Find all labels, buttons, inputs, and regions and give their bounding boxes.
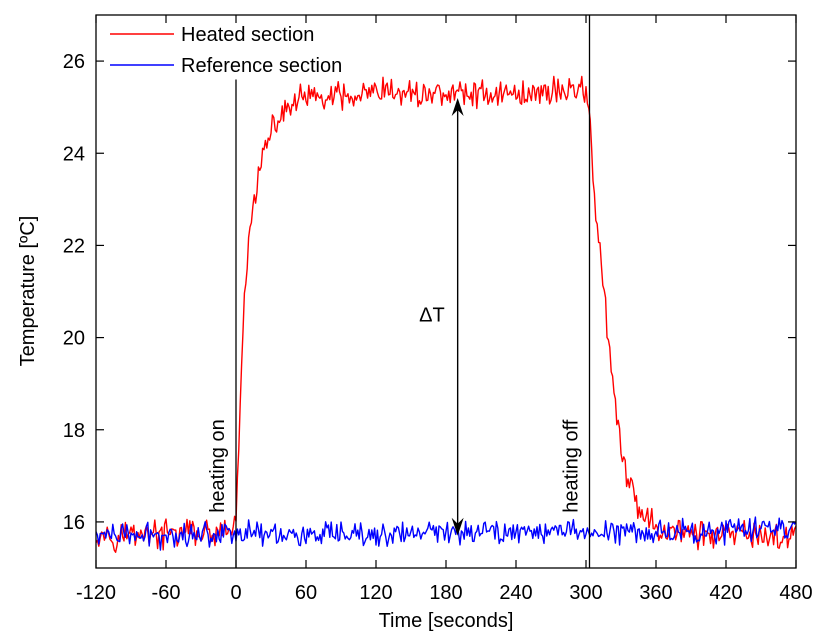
- x-tick-label: 180: [429, 582, 462, 604]
- x-tick-label: -60: [152, 582, 181, 604]
- y-tick-label: 26: [63, 51, 85, 73]
- x-tick-label: 240: [499, 582, 532, 604]
- legend-label-heated: Heated section: [181, 24, 314, 46]
- y-tick-label: 24: [63, 143, 85, 165]
- x-tick-label: 360: [639, 582, 672, 604]
- x-tick-label: 420: [709, 582, 742, 604]
- series-line-heated: [96, 75, 796, 553]
- delta-t-label: ΔT: [419, 305, 445, 327]
- delta-t-arrowhead-up: [451, 97, 464, 116]
- y-tick-label: 22: [63, 235, 85, 257]
- x-tick-label: 300: [569, 582, 602, 604]
- y-tick-label: 18: [63, 420, 85, 442]
- x-tick-label: 480: [779, 582, 812, 604]
- delta-t-arrowhead-down: [451, 517, 464, 536]
- y-tick-label: 20: [63, 328, 85, 350]
- x-tick-label: 120: [359, 582, 392, 604]
- y-tick-label: 16: [63, 512, 85, 534]
- legend-label-reference: Reference section: [181, 55, 342, 77]
- y-axis-label: Temperature [ºC]: [17, 216, 39, 367]
- x-tick-label: 0: [230, 582, 241, 604]
- plot-frame: [95, 14, 797, 569]
- series-line-reference: [96, 516, 796, 551]
- vline-label-heating-on: heating on: [207, 419, 229, 512]
- vline-label-heating-off: heating off: [561, 419, 583, 512]
- x-axis-label: Time [seconds]: [379, 610, 514, 632]
- x-tick-label: -120: [76, 582, 116, 604]
- legend: Heated section Reference section: [110, 24, 342, 77]
- x-tick-label: 60: [295, 582, 317, 604]
